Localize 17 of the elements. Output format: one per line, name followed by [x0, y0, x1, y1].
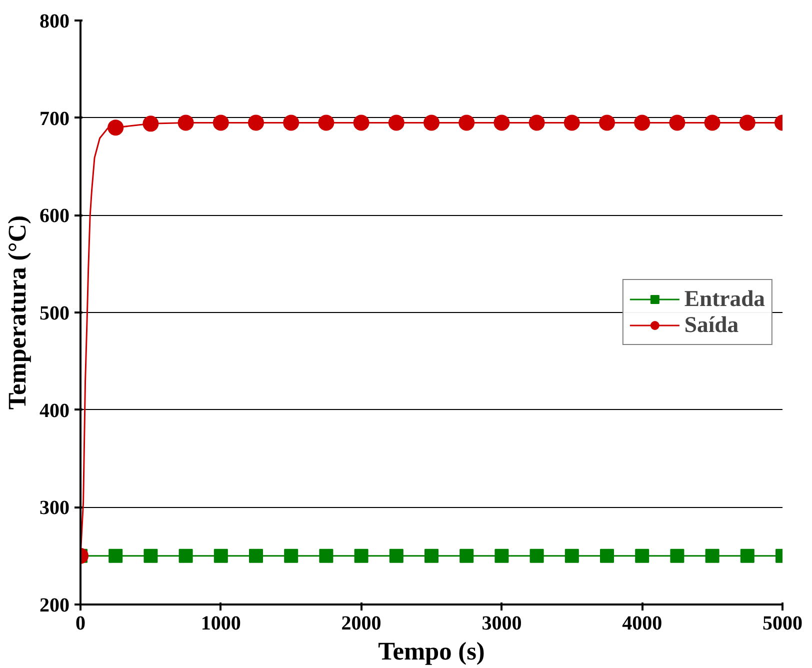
y-tick-label: 300	[40, 497, 70, 520]
y-tick-label: 400	[40, 400, 70, 422]
x-tick-label: 0	[76, 612, 86, 634]
legend-label: Saída	[684, 312, 739, 338]
x-axis-title: Tempo (s)	[378, 638, 485, 666]
y-axis-title: Temperatura (°C)	[4, 215, 32, 410]
x-tick-label: 5000	[762, 612, 802, 634]
y-tick-label: 700	[40, 108, 70, 130]
y-tick-label: 200	[40, 594, 70, 616]
x-tick-label: 4000	[622, 612, 662, 634]
y-tick-label: 600	[40, 205, 70, 228]
y-tick-label: 800	[40, 10, 70, 32]
y-tick-label: 500	[40, 302, 70, 324]
legend-label: Entrada	[684, 286, 765, 312]
x-tick-label: 1000	[200, 612, 241, 634]
x-tick-label: 3000	[482, 612, 522, 634]
x-tick-label: 2000	[341, 612, 382, 634]
